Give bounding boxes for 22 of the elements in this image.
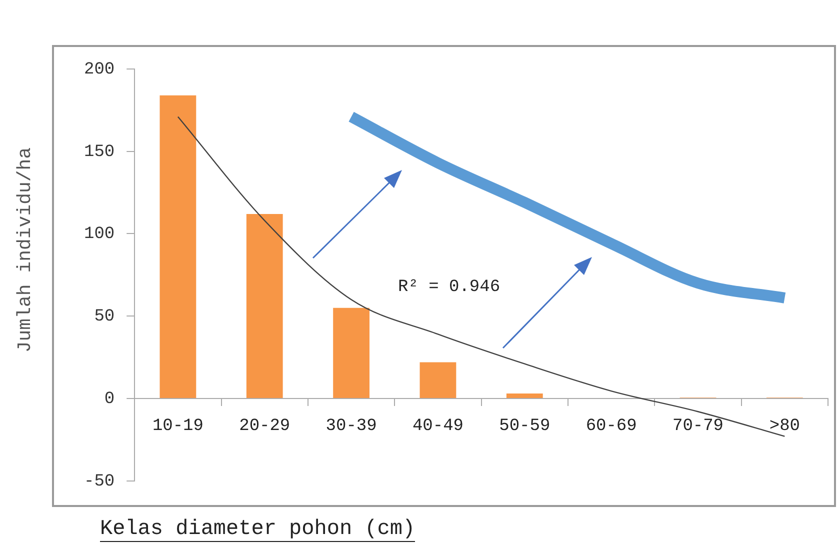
x-tick-label: 60-69 [586,417,637,436]
y-tick-label: 100 [84,225,115,244]
y-tick-label: 150 [84,142,115,162]
y-tick-label: -50 [84,472,115,492]
y-tick-label: 50 [94,308,115,327]
x-tick-label: 40-49 [412,417,464,436]
x-tick-label: 20-29 [239,417,290,436]
bar [246,214,283,398]
x-tick-label: 70-79 [672,417,724,436]
bar [333,308,370,398]
x-axis-title: Kelas diameter pohon (cm) [100,518,416,542]
y-tick-label: 200 [84,60,115,80]
x-tick-label: >80 [769,417,800,436]
bar [506,394,543,398]
bar [160,95,196,398]
x-tick-label: 10-19 [152,417,204,436]
y-tick-label: 0 [104,390,115,409]
x-tick-label: 30-39 [326,417,377,436]
y-axis-title: Jumlah individu/ha [14,147,36,353]
annotation: R² = 0.946 [398,278,500,297]
x-tick-label: 50-59 [499,417,550,436]
bar [420,362,456,398]
